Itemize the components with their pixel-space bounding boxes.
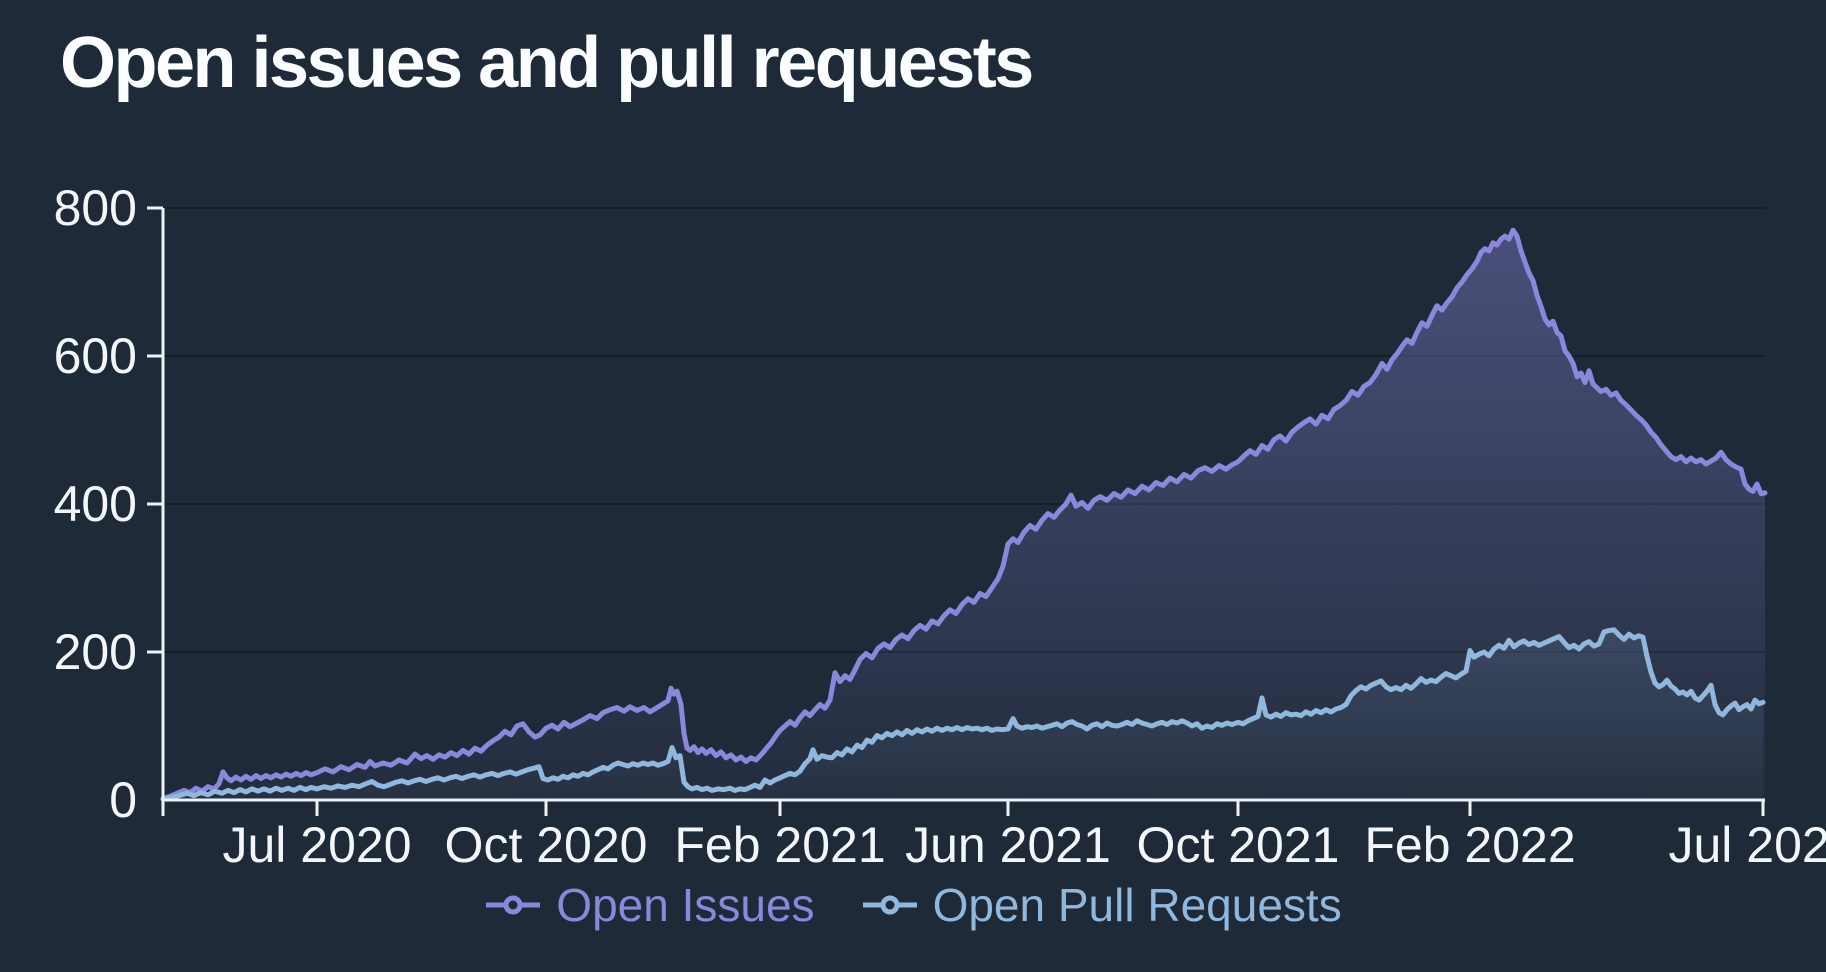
y-tick-label-600: 600 [54,328,137,384]
y-tick-label-400: 400 [54,476,137,532]
legend-item-open-pull-requests: Open Pull Requests [861,878,1342,932]
x-tick-label-5: Feb 2022 [1364,817,1575,873]
legend-label-open-issues: Open Issues [556,879,815,931]
series-line-open-issues [160,227,1768,801]
axes: 0 200 400 600 800 Jul 2020 Oct 2020 Feb 2021 Jun… [54,180,1826,873]
legend-item-open-issues: Open Issues [484,878,815,932]
page-title: Open issues and pull requests [60,23,1034,103]
x-tick-label-4: Oct 2021 [1137,817,1340,873]
y-tick-label-800: 800 [54,180,137,236]
open-issues-line-marker-icon [486,895,541,915]
y-tick-label-0: 0 [109,772,137,828]
x-tick-label-3: Jun 2021 [905,817,1111,873]
chart-legend: Open Issues Open Pull Requests [0,878,1826,932]
legend-circle [503,895,523,915]
y-tick-label-200: 200 [54,624,137,680]
x-tick-label-6: Jul 2022 [1668,817,1826,873]
legend-circle [880,895,900,915]
x-tick-label-0: Jul 2020 [222,817,411,873]
legend-label-open-pull-requests: Open Pull Requests [932,879,1342,931]
open-pull-requests-line-marker-icon [862,895,917,915]
x-tick-label-2: Feb 2021 [674,817,885,873]
series-area-open-issues [163,230,1765,800]
x-tick-label-1: Oct 2020 [445,817,648,873]
series-line-open-pull-requests [160,627,1766,802]
series-area-open-pull-requests [163,629,1763,800]
